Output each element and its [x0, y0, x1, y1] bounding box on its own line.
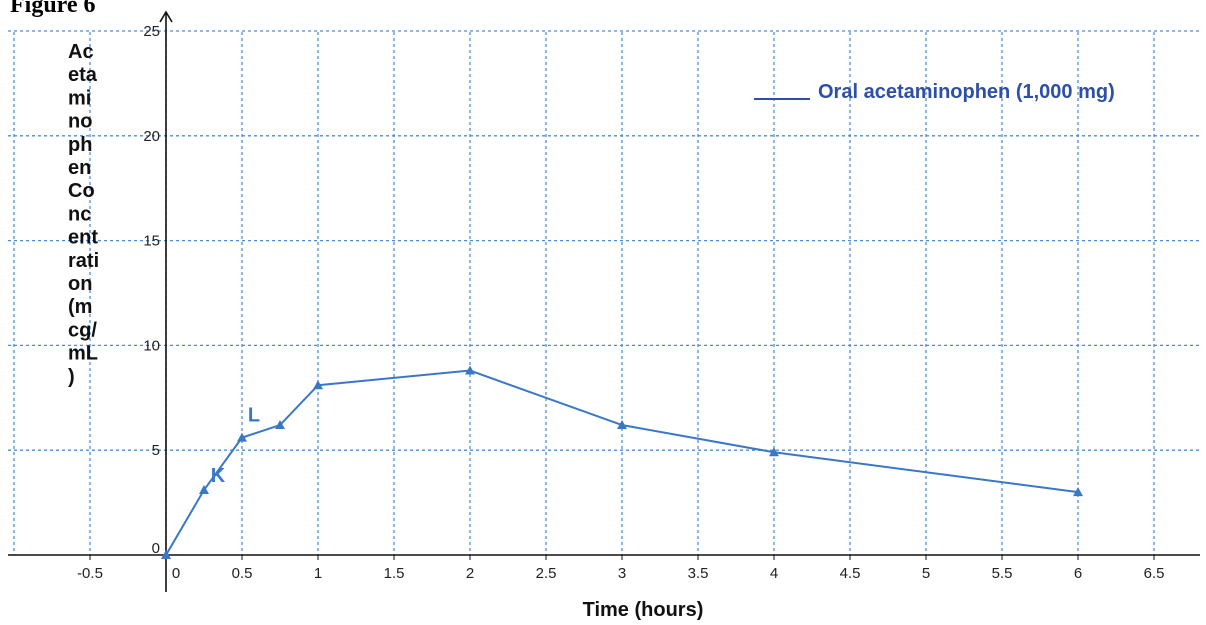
x-tick-label: 3	[618, 565, 626, 582]
tick-labels: -0.5 0 0.5 1 1.5 2 2.5 3 3.5 4 4.5 5 5.5 6 6.5 0 5 10 15 20…	[77, 23, 1164, 582]
y-axis-label-line: nc	[68, 203, 91, 225]
y-axis-label-line: eta	[68, 64, 98, 86]
x-tick-label: 5	[922, 565, 930, 582]
data-point	[275, 420, 285, 430]
data-point	[161, 550, 171, 559]
data-series	[161, 365, 1083, 559]
y-axis-label-line: mL	[68, 343, 98, 365]
x-tick-label: 5.5	[992, 565, 1013, 582]
y-axis-arrow-icon	[159, 10, 173, 23]
figure-title: Figure 6	[10, 0, 96, 18]
data-point	[237, 432, 247, 442]
x-tick-label: 2.5	[536, 565, 557, 582]
x-axis-label: Time (hours)	[583, 599, 704, 621]
y-tick-label: 15	[143, 233, 160, 250]
point-annotation: L	[248, 405, 260, 427]
annotations: KL	[211, 405, 260, 487]
x-tick-label: 2	[466, 565, 474, 582]
x-tick-label: 6.5	[1144, 565, 1165, 582]
y-axis-label-line: ent	[68, 227, 98, 249]
x-tick-label: 1.5	[384, 565, 405, 582]
y-axis-label-line: )	[68, 366, 75, 388]
x-tick-label: 3.5	[688, 565, 709, 582]
y-tick-label: 25	[143, 23, 160, 40]
y-tick-label: 5	[152, 442, 160, 459]
y-axis-label-line: rati	[68, 250, 99, 272]
axes	[8, 10, 1200, 592]
x-tick-label: 6	[1074, 565, 1082, 582]
x-tick-label: 4.5	[840, 565, 861, 582]
y-tick-label: 20	[143, 128, 160, 145]
data-point	[617, 420, 627, 430]
y-axis-label-line: (m	[68, 296, 92, 318]
x-tick-label: -0.5	[77, 565, 103, 582]
y-axis-label-line: cg/	[68, 319, 97, 341]
y-axis-label-line: Co	[68, 180, 95, 202]
y-tick-label: 10	[143, 337, 160, 354]
data-point	[313, 380, 323, 390]
data-point	[465, 365, 475, 375]
y-axis-label-line: ph	[68, 134, 92, 156]
y-axis-label-line: no	[68, 111, 92, 133]
y-axis-label-line: mi	[68, 87, 91, 109]
x-tick-label: 0	[172, 565, 180, 582]
grid	[8, 30, 1200, 555]
data-point	[1073, 487, 1083, 497]
y-axis-label-line: on	[68, 273, 92, 295]
y-tick-label: 0	[152, 540, 160, 557]
y-axis-label-line: Ac	[68, 41, 94, 63]
point-annotation: K	[211, 465, 226, 487]
x-tick-label: 4	[770, 565, 778, 582]
data-point	[199, 485, 209, 495]
legend: Oral acetaminophen (1,000 mg)	[754, 81, 1115, 103]
legend-label: Oral acetaminophen (1,000 mg)	[818, 81, 1115, 103]
data-point	[769, 447, 779, 457]
x-tick-label: 0.5	[232, 565, 253, 582]
x-tick-label: 1	[314, 565, 322, 582]
y-axis-label-line: en	[68, 157, 91, 179]
